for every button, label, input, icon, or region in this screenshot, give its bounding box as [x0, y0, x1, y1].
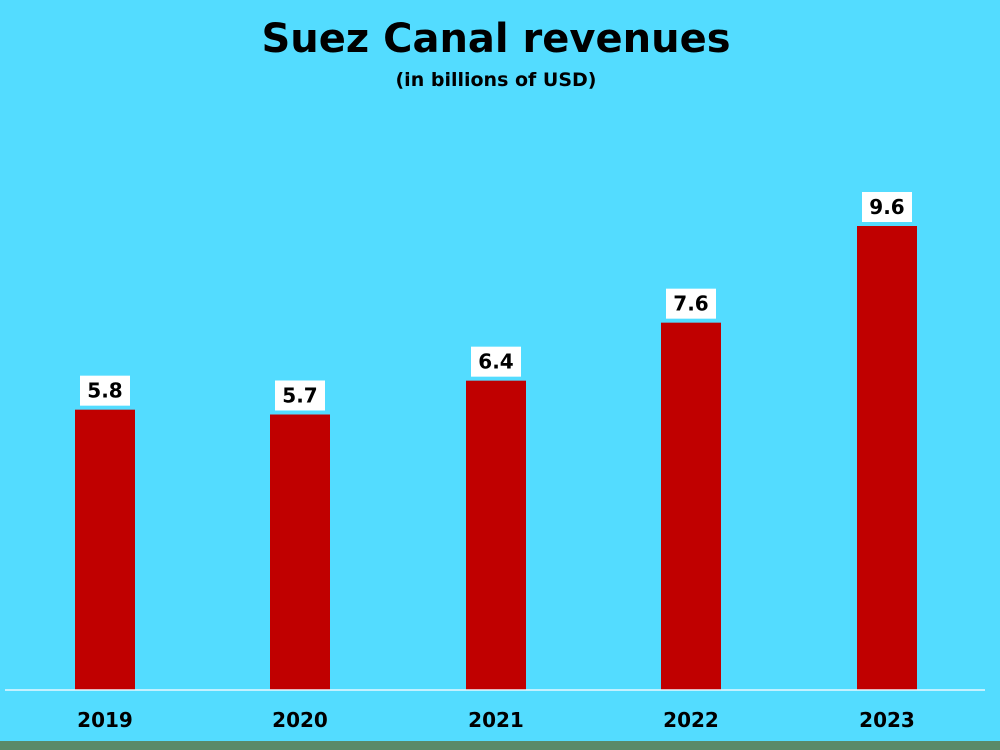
x-tick-labels: 2019 2020 2021 2022 2023: [77, 708, 915, 732]
bar-2022: [661, 322, 721, 690]
x-tick-label-2022: 2022: [663, 708, 719, 732]
x-tick-label-2020: 2020: [272, 708, 328, 732]
data-label-2022: 7.6: [673, 292, 708, 316]
x-tick-label-2021: 2021: [468, 708, 524, 732]
data-label-2019: 5.8: [87, 379, 122, 403]
bar-2023: [857, 226, 917, 690]
bars-group: 5.8 5.7 6.4 7.6 9.6: [75, 192, 917, 690]
bar-2019: [75, 409, 135, 690]
data-label-2023: 9.6: [869, 195, 904, 219]
data-label-2020: 5.7: [282, 384, 317, 408]
chart-title: Suez Canal revenues: [261, 16, 730, 62]
bottom-band: [0, 741, 1000, 750]
bar-2021: [466, 380, 526, 690]
data-label-box-2023: [862, 192, 912, 222]
data-label-box-2021: [471, 346, 521, 377]
chart-subtitle: (in billions of USD): [396, 69, 597, 91]
data-label-box-2020: [275, 380, 325, 411]
bar-2020: [270, 414, 330, 690]
x-tick-label-2019: 2019: [77, 708, 133, 732]
x-tick-label-2023: 2023: [859, 708, 915, 732]
data-label-box-2022: [666, 288, 716, 319]
data-label-box-2019: [80, 375, 130, 406]
data-label-2021: 6.4: [478, 350, 513, 374]
